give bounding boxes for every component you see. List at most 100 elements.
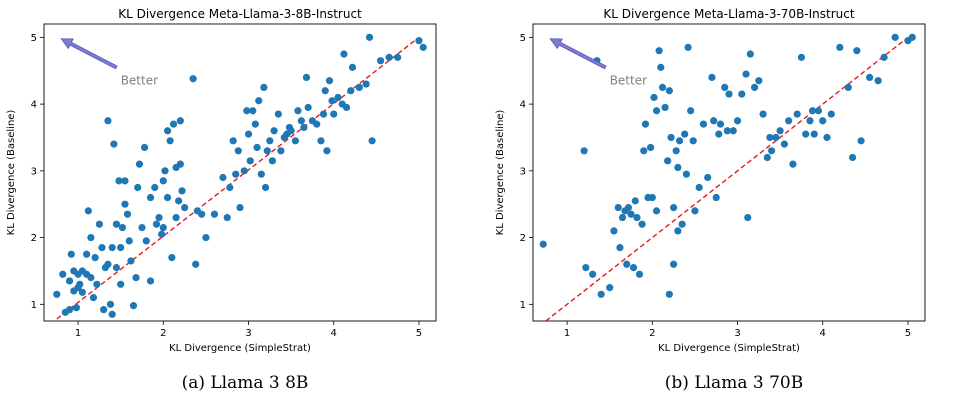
x-tick-label: 4 (331, 328, 337, 339)
data-point (606, 284, 614, 292)
data-point (721, 83, 729, 92)
data-point (623, 260, 631, 268)
y-tick-label: 1 (31, 300, 37, 311)
data-point (624, 203, 633, 212)
y-tick-label: 2 (520, 233, 526, 244)
data-point (142, 237, 150, 245)
data-point (750, 83, 759, 92)
data-point (104, 260, 112, 268)
data-point (255, 97, 263, 105)
x-tick-label: 3 (245, 328, 251, 339)
data-point (539, 240, 547, 248)
data-point (670, 260, 678, 268)
data-point (672, 147, 680, 155)
data-point (291, 137, 299, 145)
data-point (695, 183, 703, 192)
data-point (670, 203, 678, 212)
data-point (638, 220, 646, 228)
data-point (394, 53, 402, 61)
data-point (780, 140, 788, 148)
data-point (823, 133, 831, 142)
data-point (266, 137, 274, 145)
x-axis-label-8b: KL Divergence (SimpleStrat) (169, 343, 311, 354)
y-tick-label: 4 (520, 100, 526, 111)
data-point (768, 147, 776, 155)
data-point (334, 93, 342, 102)
data-point (678, 220, 686, 228)
data-point (65, 277, 74, 285)
data-point (362, 80, 370, 88)
data-point (631, 197, 639, 205)
x-axis-label-70b: KL Divergence (SimpleStrat) (658, 343, 800, 354)
data-point (155, 213, 163, 222)
data-point (294, 107, 302, 115)
data-point (776, 127, 784, 135)
data-point (857, 137, 865, 145)
y-axis-label-70b: KL Divergence (Baseline) (495, 110, 506, 236)
data-point (229, 137, 237, 145)
data-point (319, 110, 328, 118)
chart-title-70b: KL Divergence Meta-Llama-3-70B-Instruct (603, 7, 854, 21)
data-point (304, 103, 312, 112)
data-point (261, 183, 270, 192)
data-point (793, 110, 801, 118)
data-point (321, 87, 329, 95)
data-point (84, 207, 92, 215)
data-point (210, 210, 219, 218)
data-point (880, 53, 888, 61)
data-point (667, 133, 675, 142)
data-point (169, 120, 178, 128)
data-point (763, 153, 771, 162)
data-point (582, 264, 590, 272)
data-point (138, 223, 146, 232)
data-point (117, 243, 125, 252)
data-point (655, 47, 663, 55)
y-tick-label: 3 (520, 166, 526, 177)
data-point (232, 170, 240, 178)
data-point (115, 177, 123, 185)
data-point (689, 137, 697, 145)
data-point (127, 257, 135, 265)
data-point (348, 63, 357, 71)
data-point (699, 120, 708, 128)
data-point (226, 183, 234, 192)
data-point (733, 117, 742, 125)
data-point (330, 110, 338, 118)
data-point (704, 173, 712, 182)
data-point (802, 130, 810, 138)
better-annotation-text: Better (121, 74, 158, 88)
data-point (746, 50, 754, 58)
scatter-chart-8b: KL Divergence Meta-Llama-3-8B-Instruct 1 2… (6, 7, 437, 354)
x-tick-label: 2 (649, 328, 655, 339)
data-point (684, 43, 692, 51)
data-point (627, 210, 635, 218)
data-point (891, 33, 899, 41)
data-point (674, 163, 682, 172)
data-point (166, 137, 174, 145)
data-point (198, 210, 206, 218)
data-point (87, 274, 95, 282)
data-point (89, 294, 98, 302)
data-point (618, 213, 627, 222)
data-point (657, 63, 665, 71)
x-tick-label: 2 (160, 328, 166, 339)
data-point (844, 83, 852, 92)
data-point (365, 33, 374, 41)
data-point (325, 77, 334, 85)
data-point (132, 274, 140, 282)
data-point (300, 123, 308, 132)
data-point (158, 230, 166, 238)
better-arrow-icon (549, 38, 607, 70)
data-point (789, 160, 797, 168)
figure-caption-70b: (b) Llama 3 70B (664, 373, 804, 393)
y-tick-label: 2 (31, 233, 37, 244)
data-point (78, 288, 86, 296)
data-point (236, 203, 244, 212)
data-point (118, 223, 126, 232)
y-tick-label: 5 (520, 33, 526, 44)
data-point (302, 73, 311, 81)
data-point (134, 183, 142, 192)
y-tick-label: 5 (31, 33, 37, 44)
data-point (647, 143, 655, 152)
data-point (121, 177, 129, 185)
